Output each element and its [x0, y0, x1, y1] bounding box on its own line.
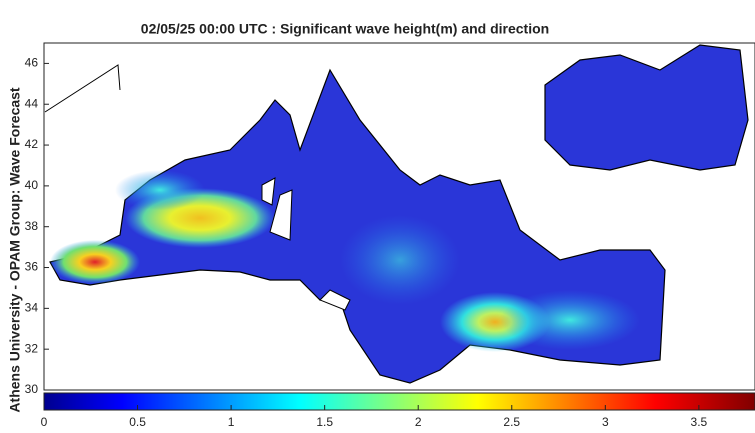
wave-field	[44, 44, 749, 384]
colorbar-tick-label: 3.5	[691, 415, 708, 429]
waves-gulf-lion	[115, 170, 205, 210]
waves-ionian	[340, 215, 460, 305]
lat-tick-label: 34	[25, 301, 39, 315]
lat-tick-label: 46	[25, 56, 39, 70]
colorbar-tick-label: 0.5	[129, 415, 146, 429]
lat-tick-label: 42	[25, 137, 39, 151]
lat-tick-label: 30	[25, 382, 39, 396]
lat-tick-label: 38	[25, 219, 39, 233]
colorbar-tick-label: 0	[41, 415, 48, 429]
colorbar	[43, 392, 755, 411]
map-title: 02/05/25 00:00 UTC : Significant wave he…	[141, 21, 549, 37]
black-sea	[544, 44, 749, 171]
colorbar-tick-label: 2.5	[503, 415, 520, 429]
lat-tick-label: 32	[25, 341, 39, 355]
waves-east	[500, 290, 640, 350]
lat-tick-label: 40	[25, 178, 39, 192]
colorbar-tick-label: 3	[602, 415, 609, 429]
high-waves-alboran	[50, 240, 140, 284]
colorbar-tick-label: 2	[415, 415, 422, 429]
colorbar-tick-label: 1	[228, 415, 235, 429]
lat-tick-label: 44	[25, 96, 39, 110]
lat-tick-label: 36	[25, 260, 39, 274]
colorbar-tick-label: 1.5	[316, 415, 333, 429]
islands-land	[44, 64, 351, 311]
y-axis-label: Athens University - OPAM Group: Wave For…	[7, 87, 23, 413]
